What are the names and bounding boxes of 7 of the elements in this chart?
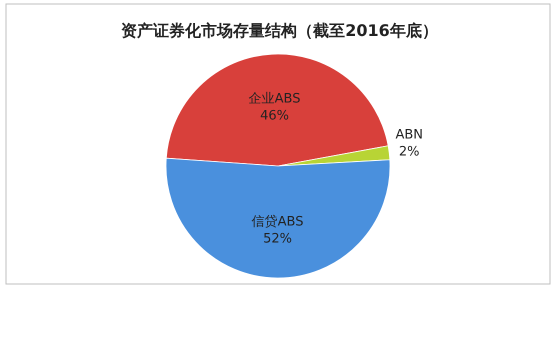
- data-label: 46%: [260, 108, 290, 124]
- data-label: 2%: [398, 144, 420, 160]
- data-label: 52%: [263, 232, 292, 247]
- chart-title: 资产证券化市场存量结构（截至2016年底）: [121, 21, 438, 40]
- slice-label: 信贷ABS: [252, 214, 304, 230]
- slice-label: 企业ABS: [248, 91, 300, 106]
- slice-label: ABN: [395, 127, 424, 142]
